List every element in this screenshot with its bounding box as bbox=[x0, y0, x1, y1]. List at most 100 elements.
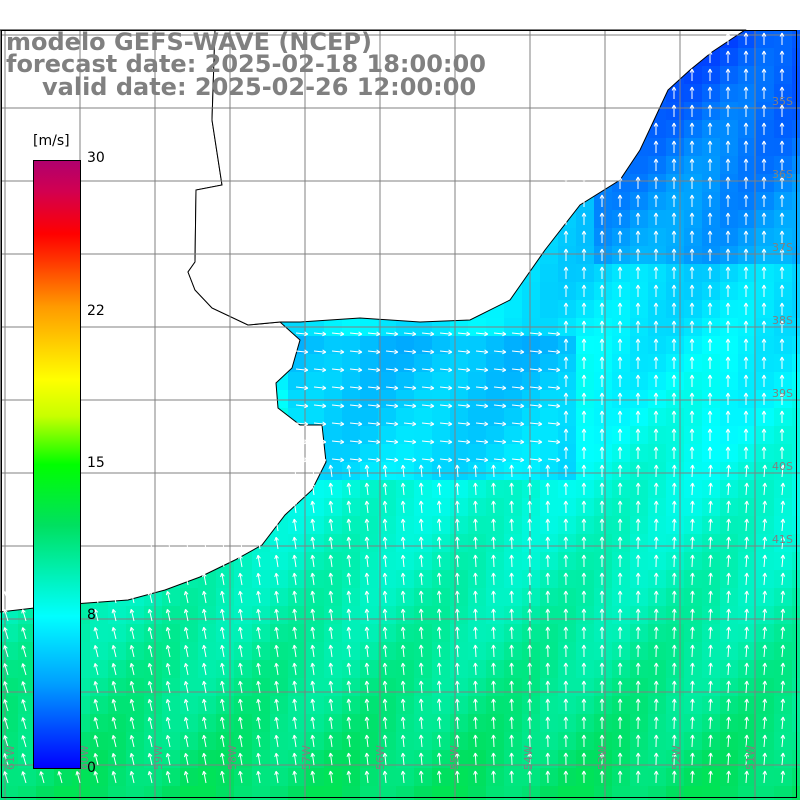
wind-arrow bbox=[400, 752, 406, 766]
wind-arrow bbox=[563, 734, 569, 748]
speed-cell bbox=[702, 768, 720, 786]
speed-cell bbox=[666, 714, 684, 732]
wind-arrow bbox=[563, 482, 569, 496]
wind-arrow bbox=[418, 680, 424, 694]
speed-cell bbox=[612, 300, 630, 318]
wind-arrow bbox=[292, 536, 297, 550]
wind-arrow bbox=[292, 644, 297, 658]
speed-cell bbox=[432, 642, 450, 660]
wind-arrow bbox=[418, 626, 424, 640]
speed-cell bbox=[702, 372, 720, 390]
speed-cell bbox=[216, 660, 234, 678]
speed-cell bbox=[504, 768, 522, 786]
speed-cell bbox=[144, 696, 162, 714]
speed-cell bbox=[252, 588, 270, 606]
wind-arrow bbox=[617, 518, 623, 532]
wind-arrow bbox=[111, 662, 117, 676]
speed-cell bbox=[666, 444, 684, 462]
speed-cell bbox=[702, 696, 720, 714]
wind-arrow bbox=[473, 500, 478, 514]
wind-arrow bbox=[545, 608, 551, 622]
wind-arrow bbox=[563, 176, 569, 189]
speed-cell bbox=[684, 390, 702, 408]
speed-cell bbox=[468, 354, 486, 372]
speed-cell bbox=[126, 786, 144, 800]
speed-cell bbox=[126, 678, 144, 696]
colorbar-unit: [m/s] bbox=[33, 133, 70, 149]
wind-arrow bbox=[274, 680, 279, 694]
wind-arrow bbox=[220, 734, 225, 748]
speed-cell bbox=[594, 786, 612, 800]
wind-arrow bbox=[382, 734, 388, 748]
speed-cell bbox=[792, 552, 800, 570]
speed-cell bbox=[450, 480, 468, 498]
wind-arrow bbox=[183, 572, 189, 586]
speed-cell bbox=[720, 264, 738, 282]
speed-cell bbox=[648, 660, 666, 678]
wind-arrow bbox=[421, 421, 435, 427]
speed-cell bbox=[234, 624, 252, 642]
speed-cell bbox=[720, 246, 738, 264]
wind-arrow bbox=[581, 302, 587, 315]
speed-cell bbox=[180, 786, 198, 800]
wind-arrow bbox=[439, 457, 453, 463]
wind-arrow bbox=[599, 176, 605, 189]
wind-arrow bbox=[545, 554, 551, 568]
wind-arrow bbox=[129, 572, 135, 586]
wind-arrow bbox=[689, 140, 695, 153]
speed-cell bbox=[342, 354, 360, 372]
speed-cell bbox=[666, 624, 684, 642]
speed-cell bbox=[198, 606, 216, 624]
speed-cell bbox=[342, 426, 360, 444]
speed-cell bbox=[576, 678, 594, 696]
speed-cell bbox=[324, 750, 342, 768]
wind-arrow bbox=[581, 770, 587, 784]
wind-arrow bbox=[403, 349, 417, 355]
wind-arrow bbox=[779, 104, 785, 117]
speed-cell bbox=[414, 678, 432, 696]
speed-cell bbox=[720, 642, 738, 660]
wind-arrow bbox=[635, 374, 641, 387]
wind-arrow bbox=[202, 698, 207, 712]
wind-arrow bbox=[527, 626, 533, 640]
speed-cell bbox=[324, 516, 342, 534]
speed-cell bbox=[486, 336, 504, 354]
wind-arrow bbox=[599, 266, 605, 279]
wind-arrow bbox=[238, 554, 243, 568]
wind-arrow bbox=[617, 482, 623, 496]
wind-arrow bbox=[331, 421, 345, 427]
speed-cell bbox=[522, 678, 540, 696]
speed-cell bbox=[270, 732, 288, 750]
wind-arrow bbox=[256, 698, 261, 712]
wind-arrow bbox=[527, 716, 533, 730]
wind-arrow bbox=[653, 536, 659, 550]
wind-arrow bbox=[382, 626, 388, 640]
speed-cell bbox=[468, 786, 486, 800]
speed-cell bbox=[252, 660, 270, 678]
wind-arrow bbox=[165, 698, 171, 712]
speed-cell bbox=[378, 588, 396, 606]
wind-arrow bbox=[328, 536, 334, 550]
speed-cell bbox=[540, 696, 558, 714]
speed-cell bbox=[648, 282, 666, 300]
speed-cell bbox=[324, 462, 342, 480]
speed-cell bbox=[522, 570, 540, 588]
wind-arrow bbox=[689, 284, 695, 297]
speed-cell bbox=[720, 552, 738, 570]
speed-cell bbox=[378, 642, 396, 660]
speed-cell bbox=[630, 174, 648, 192]
wind-arrow bbox=[400, 554, 406, 568]
wind-arrow bbox=[529, 457, 543, 463]
wind-arrow bbox=[581, 320, 587, 333]
wind-arrow bbox=[183, 680, 189, 694]
speed-cell bbox=[702, 678, 720, 696]
speed-cell bbox=[720, 102, 738, 120]
speed-cell bbox=[666, 462, 684, 480]
speed-cell bbox=[396, 660, 414, 678]
wind-arrow bbox=[509, 590, 514, 604]
speed-cell bbox=[522, 336, 540, 354]
speed-cell bbox=[576, 390, 594, 408]
wind-arrow bbox=[238, 590, 243, 604]
speed-cell bbox=[324, 480, 342, 498]
wind-arrow bbox=[780, 608, 786, 622]
